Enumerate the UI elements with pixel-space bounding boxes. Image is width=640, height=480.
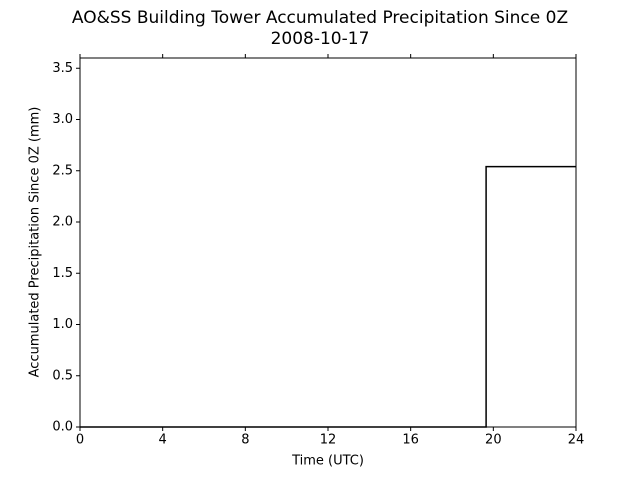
x-tick-label: 4 — [159, 433, 167, 448]
x-tick-label: 0 — [76, 433, 84, 448]
x-tick-label: 24 — [568, 433, 585, 448]
chart-title: AO&SS Building Tower Accumulated Precipi… — [72, 8, 568, 28]
x-tick-label: 8 — [241, 433, 249, 448]
y-tick-label: 1.5 — [52, 266, 73, 281]
y-tick-label: 2.0 — [52, 215, 73, 230]
y-tick-label: 3.5 — [52, 61, 73, 76]
plot-frame — [79, 57, 577, 428]
x-tick-label: 12 — [320, 433, 337, 448]
y-tick-label: 2.5 — [52, 163, 73, 178]
x-tick-label: 20 — [485, 433, 502, 448]
chart-subtitle: 2008-10-17 — [271, 29, 370, 49]
y-tick-label: 0.0 — [52, 420, 73, 435]
y-tick-label: 0.5 — [52, 368, 73, 383]
x-axis-label: Time (UTC) — [291, 454, 364, 469]
y-tick-label: 1.0 — [52, 317, 73, 332]
y-tick-label: 3.0 — [52, 112, 73, 127]
x-tick-label: 16 — [402, 433, 419, 448]
y-axis-label: Accumulated Precipitation Since 0Z (mm) — [28, 107, 43, 378]
